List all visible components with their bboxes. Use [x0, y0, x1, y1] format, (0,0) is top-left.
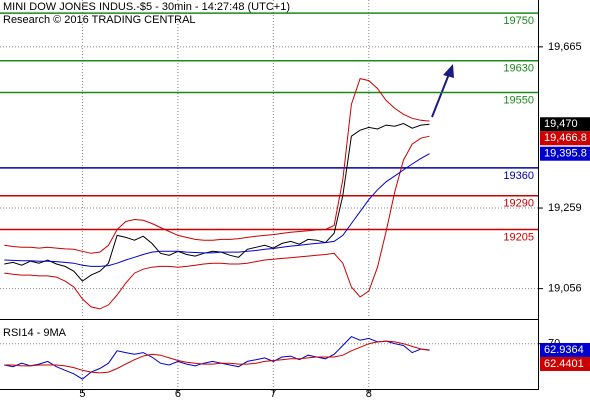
level-label: 19750 [503, 15, 534, 27]
series-line [4, 78, 430, 254]
rsi-title: RSI14 - 9MA [3, 327, 67, 339]
last-value-label: 19,466.8 [544, 132, 587, 144]
series-line [4, 135, 430, 310]
level-label: 19205 [503, 231, 534, 243]
series-line [4, 336, 430, 380]
last-value-box [540, 356, 590, 371]
last-value-box [540, 146, 590, 161]
y-tick-label: 19,665 [548, 41, 582, 53]
x-tick-label: 5 [79, 388, 85, 400]
last-value-label: 62.9364 [544, 344, 584, 356]
forecast-arrow [431, 73, 450, 118]
last-value-box [540, 131, 590, 146]
x-tick-label: 8 [366, 388, 372, 400]
y-tick-label: 19,056 [548, 283, 582, 295]
last-value-label: 19,470 [544, 118, 578, 130]
forecast-arrowhead [443, 64, 454, 78]
chart-title: MINI DOW JONES INDUS.-$5 - 30min - 14:27… [3, 1, 290, 13]
last-value-label: 62.4401 [544, 358, 584, 370]
series-line [4, 122, 430, 282]
last-value-label: 19,395.8 [544, 148, 587, 160]
y-tick-label: 19,259 [548, 202, 582, 214]
x-tick-label: 6 [175, 388, 181, 400]
series-line [4, 153, 430, 267]
x-tick-label: 7 [270, 388, 276, 400]
level-label: 19630 [503, 63, 534, 75]
last-value-box [540, 117, 590, 132]
chart-subtitle: Research © 2016 TRADING CENTRAL [3, 14, 196, 26]
series-line [4, 340, 430, 374]
last-value-box [540, 342, 590, 357]
level-label: 19550 [503, 94, 534, 106]
level-label: 19360 [503, 170, 534, 182]
level-label: 19290 [503, 198, 534, 210]
